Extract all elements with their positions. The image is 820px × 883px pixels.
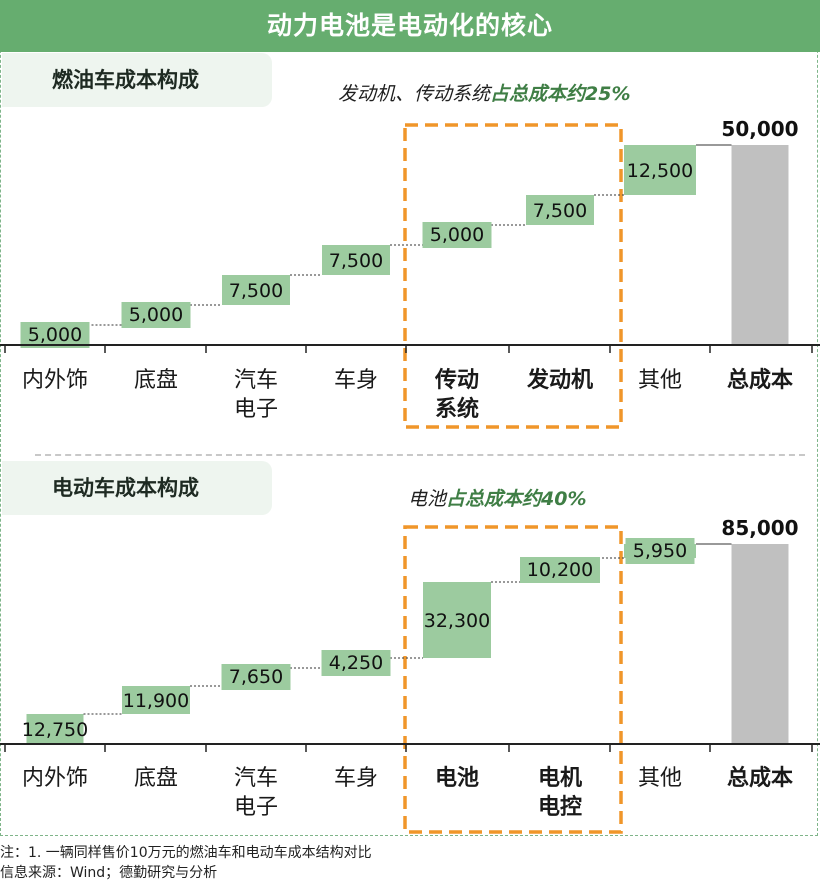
page-title: 动力电池是电动化的核心 <box>0 0 820 52</box>
data-label: 5,950 <box>633 540 687 562</box>
x-tick-label-line: 其他 <box>638 368 682 393</box>
data-label-badge <box>20 322 90 348</box>
x-tick-label: 电池 <box>435 766 479 791</box>
x-tick-label: 总成本 <box>727 765 793 791</box>
source-note: 信息来源：Wind；德勤研究与分析 <box>0 865 218 881</box>
waterfall-bar <box>526 195 594 225</box>
x-tick-label-line: 发动机 <box>526 367 593 393</box>
x-tick-label-line: 内外饰 <box>22 766 88 791</box>
waterfall-bar <box>624 145 696 195</box>
x-tick-label-line: 传动 <box>434 368 479 393</box>
x-tick-label-line: 车身 <box>334 766 378 791</box>
headline-ev-prefix: 电池 <box>408 488 447 510</box>
x-tick-label: 底盘 <box>134 766 178 791</box>
x-tick-label: 车身 <box>334 766 378 791</box>
highlight-box <box>403 123 623 429</box>
headline-ev-highlight: 占总成本约40% <box>446 488 587 510</box>
x-tick-label: 发动机 <box>526 367 593 393</box>
x-tick-label-line: 总成本 <box>727 765 793 791</box>
data-label-badge <box>422 222 492 248</box>
data-label: 12,750 <box>22 719 88 741</box>
waterfall-bar <box>423 582 491 658</box>
data-label: 32,300 <box>424 610 490 632</box>
x-tick-label-line: 电机 <box>538 766 582 791</box>
chart-frame <box>0 0 818 836</box>
data-label: 7,500 <box>329 250 383 272</box>
total-value-label: 85,000 <box>721 516 798 540</box>
x-tick-label-line: 其他 <box>638 766 682 791</box>
panel-label-ice: 燃油车成本构成 <box>2 53 272 107</box>
ev-cost-waterfall-chart: 12,750 11,900 7,650 4,250 32,300 10,200 5,950 8… <box>0 516 820 834</box>
data-label: 5,000 <box>28 324 82 346</box>
data-label-badge <box>321 650 391 676</box>
data-label-badge <box>121 302 191 328</box>
headline-ice-prefix: 发动机、传动系统 <box>338 83 491 105</box>
headline-ev: 电池占总成本约40% <box>408 484 587 511</box>
x-tick-label: 传动系统 <box>434 368 479 422</box>
data-label: 7,500 <box>229 280 283 302</box>
total-bar <box>731 544 789 744</box>
ice-cost-waterfall-chart: 5,000 5,000 7,500 7,500 5,000 7,500 12,500 50,0… <box>0 117 820 429</box>
data-label-badge <box>221 664 291 690</box>
x-tick-label-line: 底盘 <box>134 766 178 791</box>
footnote: 注：1. 一辆同样售价10万元的燃油车和电动车成本结构对比 <box>0 845 372 861</box>
waterfall-bar <box>26 714 84 744</box>
x-tick-label: 底盘 <box>134 368 178 393</box>
x-tick-label-line: 电子 <box>234 397 278 422</box>
x-tick-label-line: 汽车 <box>234 766 278 791</box>
x-tick-label: 其他 <box>638 766 682 791</box>
x-tick-label-line: 电控 <box>538 794 582 820</box>
data-label: 4,250 <box>329 652 383 674</box>
data-label: 11,900 <box>123 690 189 712</box>
headline-ice-highlight: 占总成本约25% <box>490 83 631 105</box>
x-tick-label: 其他 <box>638 368 682 393</box>
x-tick-label-line: 电池 <box>435 766 479 791</box>
x-tick-label: 电机电控 <box>538 766 582 820</box>
waterfall-bar <box>122 686 190 714</box>
data-label-badge <box>625 538 695 564</box>
x-tick-label-line: 电子 <box>234 795 278 820</box>
x-tick-label-line: 内外饰 <box>22 368 88 393</box>
x-tick-label: 车身 <box>334 368 378 393</box>
x-tick-label-line: 底盘 <box>134 368 178 393</box>
x-tick-label-line: 车身 <box>334 368 378 393</box>
x-tick-label: 内外饰 <box>22 766 88 791</box>
x-tick-label: 汽车电子 <box>234 368 278 422</box>
data-label: 10,200 <box>527 559 593 581</box>
x-tick-label: 汽车电子 <box>234 766 278 820</box>
x-tick-label: 总成本 <box>727 367 793 393</box>
x-tick-label-line: 总成本 <box>727 367 793 393</box>
data-label: 7,650 <box>229 666 283 688</box>
total-value-label: 50,000 <box>721 117 798 141</box>
waterfall-bar <box>322 245 390 275</box>
x-tick-label-line: 汽车 <box>234 368 278 393</box>
data-label: 12,500 <box>627 160 693 182</box>
highlight-box <box>403 525 623 834</box>
data-label: 5,000 <box>129 304 183 326</box>
waterfall-bar <box>222 275 290 305</box>
data-label-badge <box>520 557 600 583</box>
panel-divider <box>35 454 805 456</box>
panel-label-ev: 电动车成本构成 <box>2 461 272 515</box>
x-tick-label: 内外饰 <box>22 368 88 393</box>
headline-ice: 发动机、传动系统占总成本约25% <box>338 79 631 106</box>
data-label: 7,500 <box>533 200 587 222</box>
total-bar <box>731 145 789 345</box>
data-label: 5,000 <box>430 224 484 246</box>
x-tick-label-line: 系统 <box>435 396 479 422</box>
